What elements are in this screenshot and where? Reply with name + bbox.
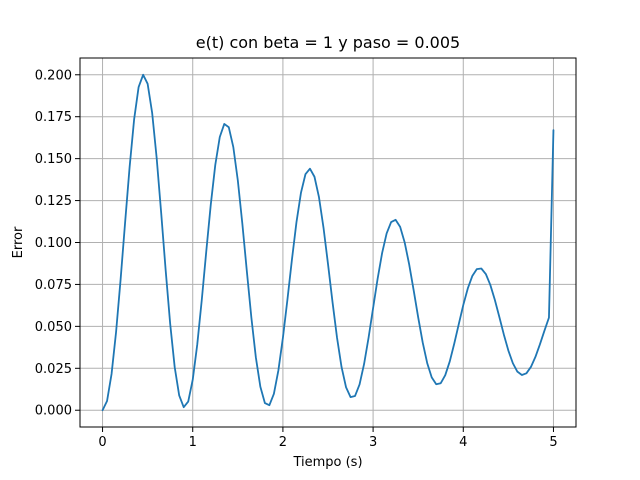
y-tick-label: 0.075 (35, 278, 72, 293)
chart-title: e(t) con beta = 1 y paso = 0.005 (196, 33, 460, 52)
series-line (101, 73, 555, 412)
y-tick-label: 0.000 (35, 404, 72, 419)
ticks: 0 1 2 3 4 5 0.000 0.025 0.050 0.075 0.100 0.125 0.15… (35, 68, 558, 450)
x-tick-label: 2 (279, 435, 287, 450)
y-tick-label: 0.025 (35, 362, 72, 377)
x-tick-label: 0 (98, 435, 106, 450)
series-layer (101, 73, 555, 412)
y-tick-label: 0.125 (35, 194, 72, 209)
y-tick-label: 0.200 (35, 68, 72, 83)
x-tick-label: 1 (189, 435, 197, 450)
y-tick-label: 0.050 (35, 320, 72, 335)
y-axis-label: Error (11, 226, 26, 258)
x-axis-label: Tiempo (s) (292, 455, 362, 470)
x-tick-label: 4 (459, 435, 467, 450)
x-tick-label: 3 (369, 435, 377, 450)
y-tick-label: 0.100 (35, 236, 72, 251)
x-tick-label: 5 (549, 435, 557, 450)
y-tick-label: 0.175 (35, 110, 72, 125)
y-tick-label: 0.150 (35, 152, 72, 167)
